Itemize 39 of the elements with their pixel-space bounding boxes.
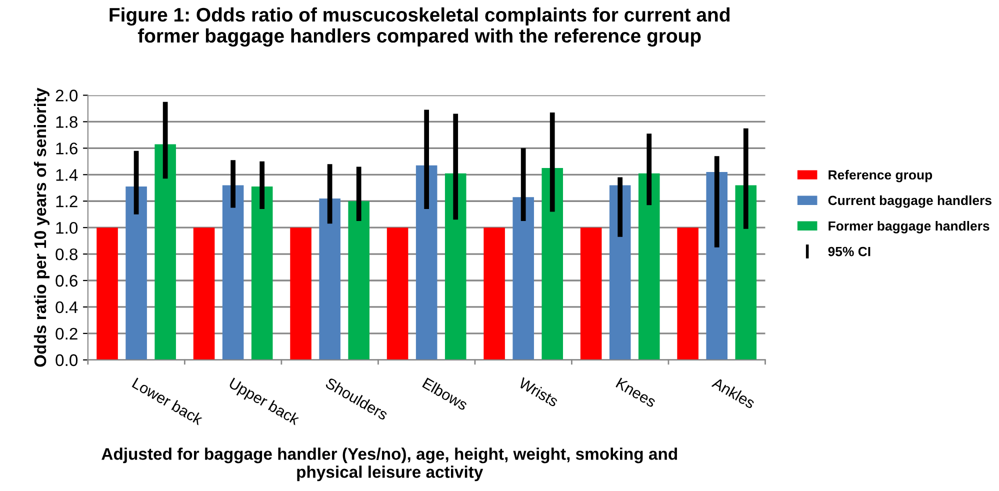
y-tick-label: 0.6 [56, 274, 78, 287]
bar [484, 228, 505, 360]
bar [251, 186, 273, 360]
y-tick-label: 1.2 [56, 196, 78, 208]
x-axis-title: Adjusted for baggage handler (Yes/no), age, height, weight, smoking and physical leisure activity [102, 448, 677, 482]
bar [222, 185, 244, 360]
bar [677, 228, 698, 360]
y-tick-label: 1.4 [56, 169, 78, 181]
bar [386, 228, 408, 360]
y-tick-label: 1.0 [56, 222, 78, 234]
bar [348, 201, 370, 360]
bar [319, 198, 340, 360]
legend-label: Former baggage handlers [828, 220, 990, 234]
bar [444, 173, 466, 360]
y-tick-label: 0.0 [56, 354, 78, 366]
y-tick-label: 0.8 [56, 248, 78, 260]
bar [126, 186, 147, 360]
bar [193, 228, 215, 360]
bar [542, 168, 564, 360]
y-tick-label: 1.6 [56, 142, 78, 154]
bar [735, 185, 757, 360]
bar [580, 228, 602, 360]
bar [416, 165, 438, 360]
bar [609, 185, 631, 360]
bar [96, 228, 118, 360]
bar [154, 144, 176, 360]
legend-label: Current baggage handlers [828, 195, 992, 208]
y-axis-title: Odds ratio per 10 years of seniority [34, 88, 50, 367]
y-tick-label: 0.2 [56, 328, 78, 340]
bar [638, 173, 660, 360]
chart-title: Figure 1: Odds ratio of muscucoskeletal complaints for current and former baggage handlers compared with the reference group [110, 7, 730, 47]
y-tick-label: 2.0 [56, 90, 78, 102]
text: 95% CI [828, 246, 870, 256]
y-tick-label: 1.8 [56, 116, 78, 128]
bar [290, 228, 312, 360]
bar [706, 172, 728, 360]
legend-label: Reference group [828, 170, 932, 182]
bar [512, 197, 534, 360]
y-tick-label: 0.4 [56, 301, 78, 314]
